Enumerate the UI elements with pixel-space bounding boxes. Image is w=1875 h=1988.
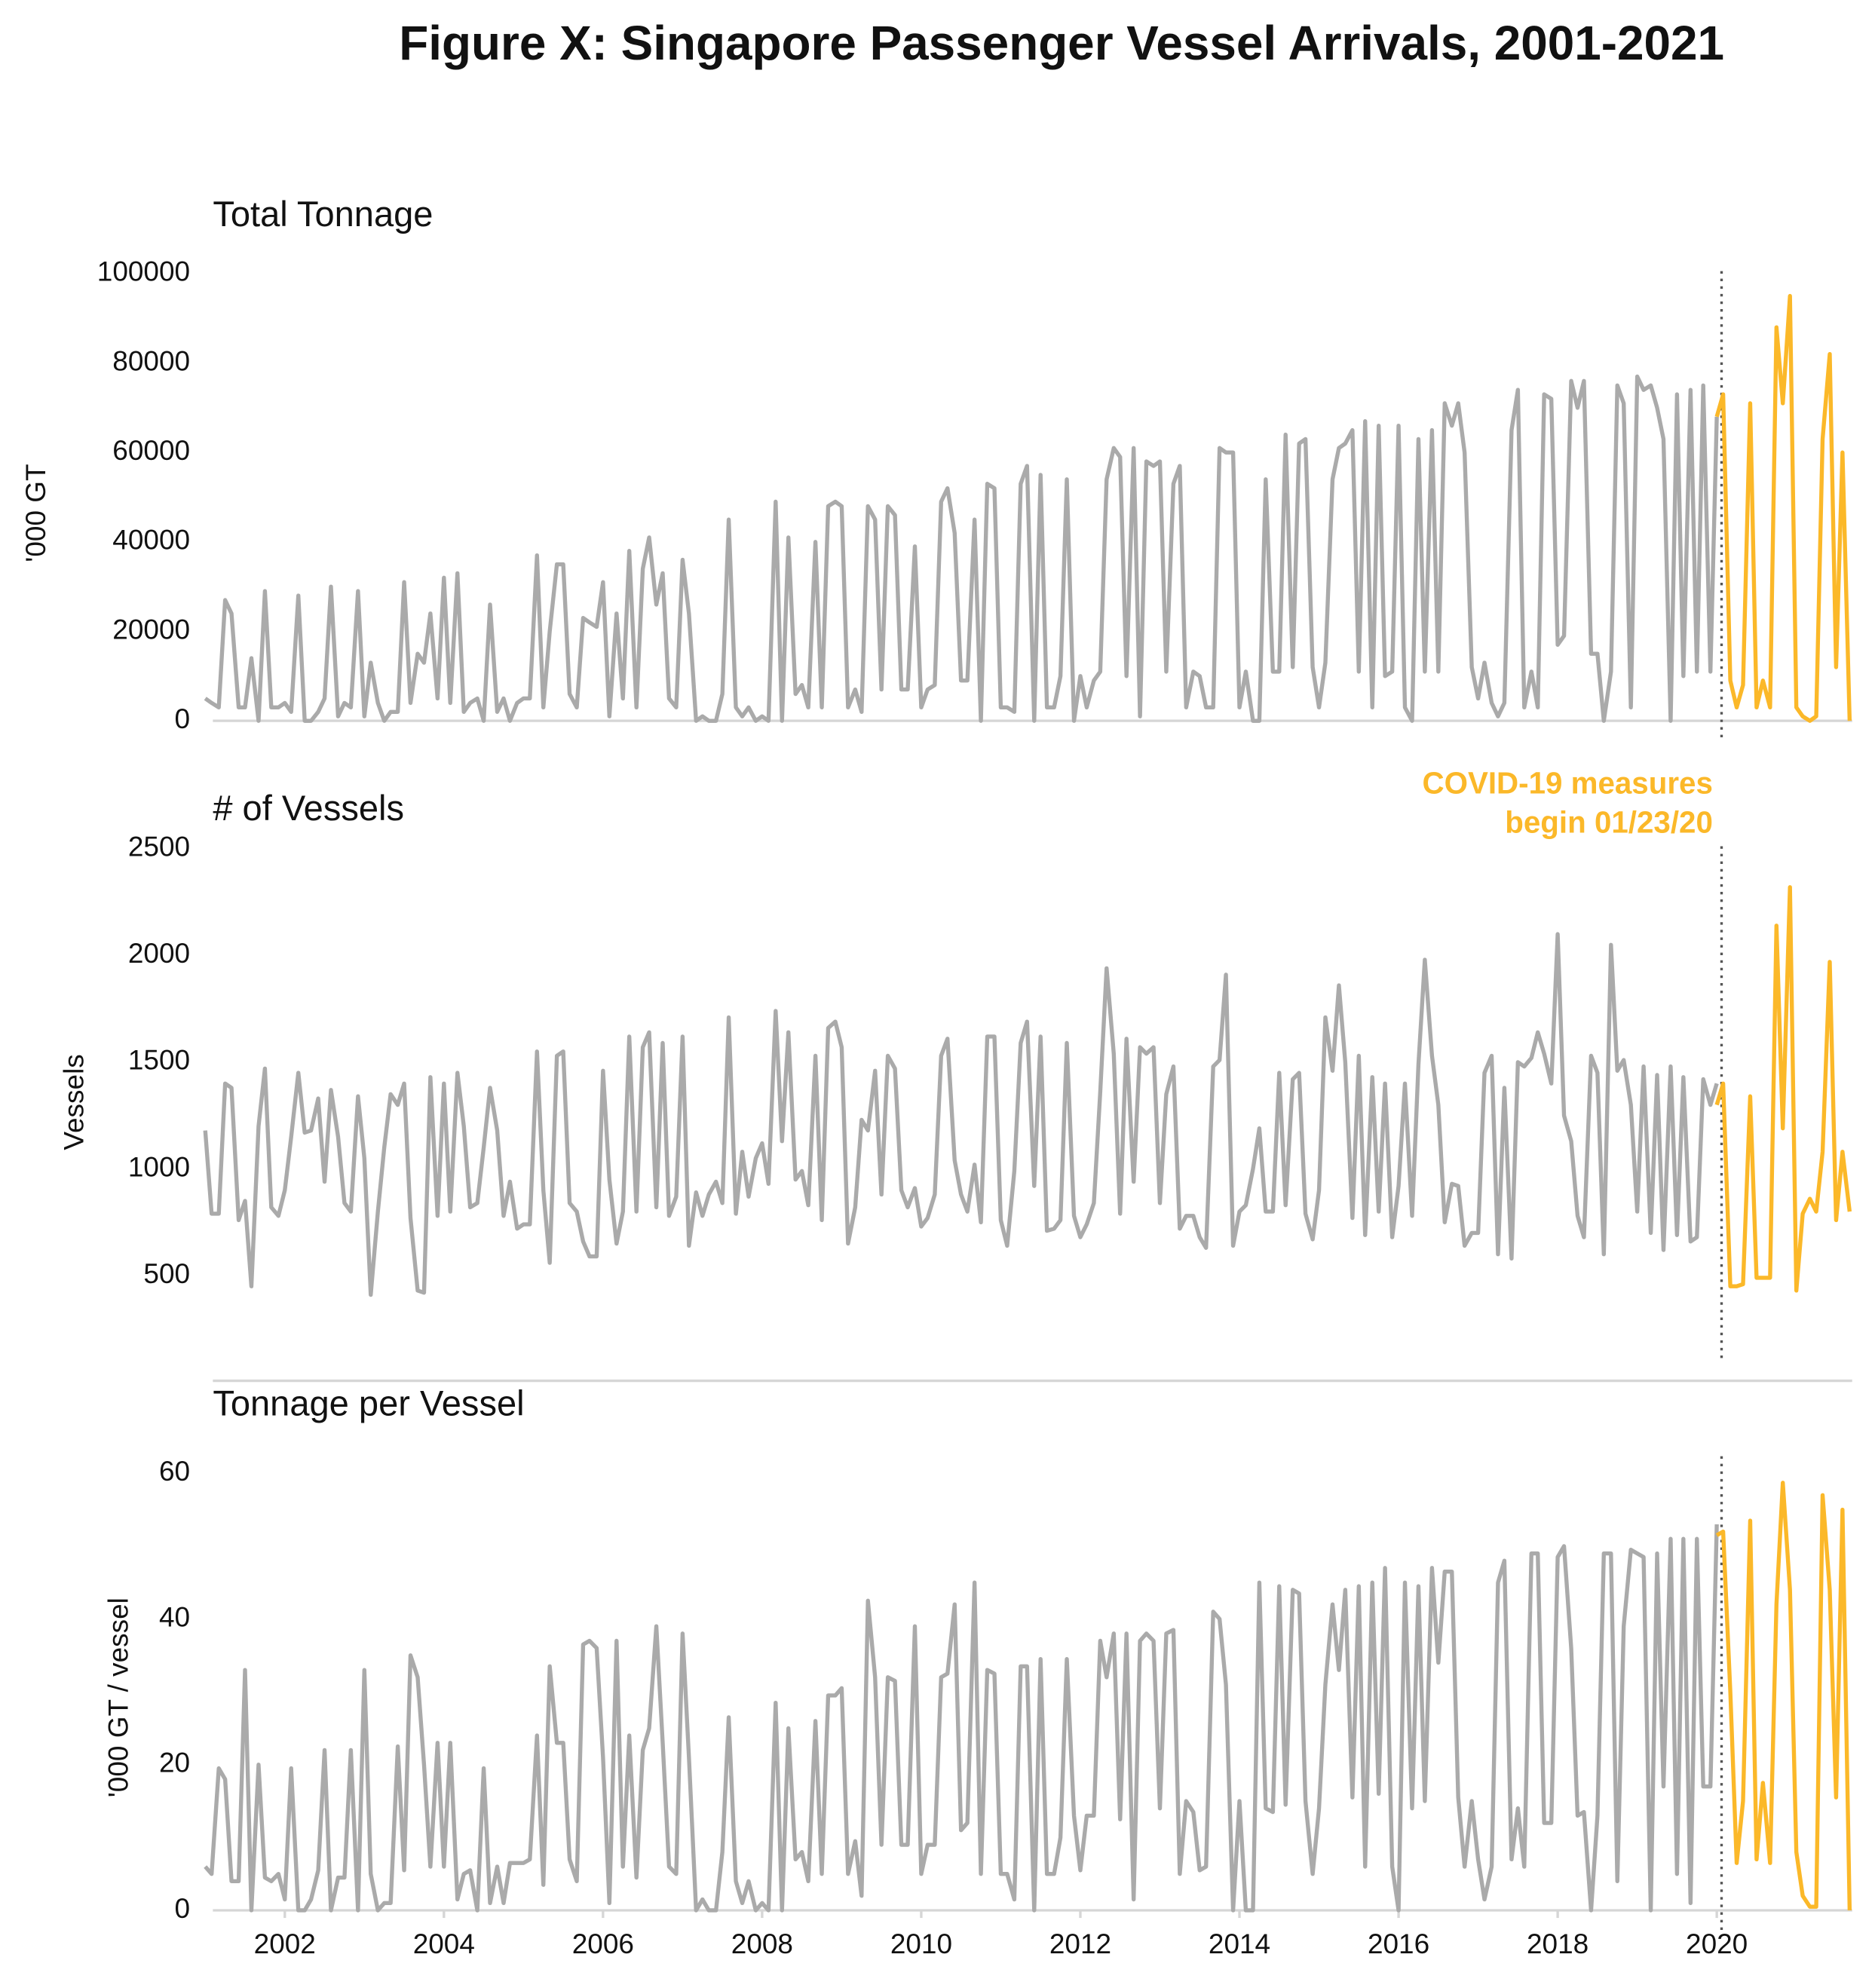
y-tick-label: 500 — [143, 1258, 190, 1289]
y-tick-label: 20000 — [112, 614, 190, 645]
x-tick-label: 2004 — [413, 1928, 475, 1959]
y-tick-label: 60 — [159, 1456, 190, 1487]
panel-subtitle: Tonnage per Vessel — [213, 1383, 524, 1423]
x-tick-label: 2020 — [1686, 1928, 1748, 1959]
y-tick-label: 40 — [159, 1601, 190, 1632]
y-tick-label: 60000 — [112, 435, 190, 466]
annotation: COVID-19 measures — [1422, 765, 1712, 800]
series-line — [203, 932, 1719, 1297]
x-tick-label: 2014 — [1209, 1928, 1270, 1959]
y-tick-label: 1500 — [128, 1045, 190, 1076]
y-tick-label: 100000 — [97, 256, 190, 287]
y-tick-label: 40000 — [112, 525, 190, 556]
series-line — [1714, 293, 1852, 723]
x-tick-label: 2008 — [731, 1928, 793, 1959]
series-line — [1714, 885, 1852, 1293]
panel-subtitle: # of Vessels — [213, 788, 404, 828]
y-tick-label: 2000 — [128, 938, 190, 969]
y-tick-label: 20 — [159, 1748, 190, 1778]
y-tick-label: 0 — [175, 1893, 191, 1924]
x-tick-label: 2016 — [1368, 1928, 1429, 1959]
x-tick-label: 2018 — [1527, 1928, 1589, 1959]
series-line — [1715, 1481, 1852, 1911]
y-tick-label: 0 — [175, 703, 191, 734]
series-line — [204, 1524, 1719, 1913]
y-axis-label: Vessels — [59, 1054, 90, 1150]
x-tick-label: 2010 — [890, 1928, 952, 1959]
y-tick-label: 2500 — [128, 832, 190, 862]
x-tick-label: 2012 — [1049, 1928, 1111, 1959]
y-axis-label: '000 GT / vessel — [103, 1597, 133, 1797]
x-tick-label: 2002 — [254, 1928, 316, 1959]
y-axis-label: '000 GT — [20, 464, 51, 562]
panel-subtitle: Total Tonnage — [213, 194, 433, 234]
chart-title: Figure X: Singapore Passenger Vessel Arr… — [399, 16, 1724, 70]
series-line — [204, 374, 1719, 723]
annotation: begin 01/23/20 — [1505, 805, 1713, 840]
y-tick-label: 80000 — [112, 345, 190, 376]
y-tick-label: 1000 — [128, 1151, 190, 1182]
x-tick-label: 2006 — [572, 1928, 634, 1959]
